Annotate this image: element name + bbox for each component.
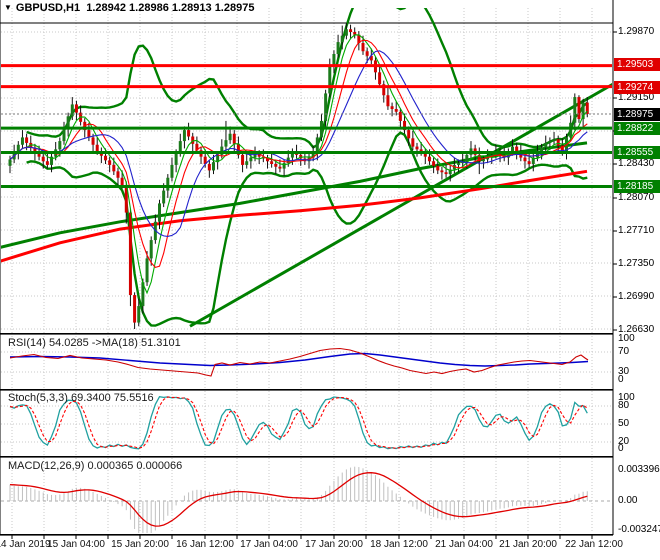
- time-axis-label: 21 Jan 04:00: [435, 539, 493, 550]
- macd-axis-tick: 0.00: [618, 495, 638, 506]
- resistance-price-label: 1.29503: [614, 57, 660, 71]
- price-axis-tick: 1.28070: [618, 192, 655, 203]
- stoch-indicator-label: Stoch(5,3,3) 69.3400 75.5516: [8, 392, 154, 404]
- time-axis-label: 17 Jan 20:00: [305, 539, 363, 550]
- rsi-axis-tick: 30: [618, 366, 630, 377]
- support-price-label: 1.28822: [614, 121, 660, 135]
- macd-axis-tick: -0.003247: [618, 524, 660, 535]
- stoch-layer: [9, 395, 588, 450]
- chart-title-bar: ▼ GBPUSD,H1 1.28942 1.28986 1.28913 1.289…: [4, 2, 254, 14]
- time-axis-label: 15 Jan 04:00: [47, 539, 105, 550]
- price-axis-tick: 1.29150: [618, 92, 655, 103]
- current-price-label: 1.28975: [614, 107, 660, 121]
- main-chart-layer: [1, 8, 612, 328]
- stoch-axis-tick: 0: [618, 443, 624, 454]
- resistance-price-label: 1.29274: [614, 80, 660, 94]
- symbol-dropdown-icon[interactable]: ▼: [4, 3, 12, 12]
- rsi-axis-tick: 70: [618, 346, 630, 357]
- stoch-axis-tick: 80: [618, 400, 630, 411]
- ohlc-values: 1.28942 1.28986 1.28913 1.28975: [86, 2, 255, 14]
- candlestick-layer: [8, 22, 589, 330]
- fast-ma-layer: [9, 34, 588, 295]
- stoch-axis-tick: 50: [618, 418, 630, 429]
- rsi-axis-tick: 100: [618, 333, 635, 344]
- macd-indicator-label: MACD(12,26,9) 0.000365 0.000066: [8, 460, 183, 472]
- time-axis-label: 17 Jan 04:00: [240, 539, 298, 550]
- macd-axis-tick: 0.003396: [618, 464, 660, 475]
- stoch-axis-tick: 20: [618, 436, 630, 447]
- time-axis-label: 21 Jan 20:00: [499, 539, 557, 550]
- price-axis-tick: 1.26990: [618, 291, 655, 302]
- time-axis-label: 18 Jan 12:00: [370, 539, 428, 550]
- rsi-axis-tick: 0: [618, 374, 624, 385]
- price-axis-tick: 1.28430: [618, 158, 655, 169]
- price-axis-tick: 1.26630: [618, 324, 655, 335]
- rsi-layer: [9, 347, 589, 377]
- time-axis-label: 22 Jan 12:00: [565, 539, 623, 550]
- support-price-label: 1.28185: [614, 179, 660, 193]
- support-price-label: 1.28555: [614, 145, 660, 159]
- symbol-period-label: GBPUSD,H1: [15, 2, 81, 14]
- price-axis-tick: 1.29870: [618, 26, 655, 37]
- level-lines-layer: [1, 64, 612, 188]
- macd-layer: [9, 466, 588, 533]
- rsi-indicator-label: RSI(14) 54.0285 ->MA(18) 51.3101: [8, 337, 181, 349]
- stoch-axis-tick: 100: [618, 392, 635, 403]
- time-axis-label: 16 Jan 12:00: [176, 539, 234, 550]
- price-axis-tick: 1.27350: [618, 258, 655, 269]
- time-axis-label: 14 Jan 2019: [0, 539, 51, 550]
- price-axis-tick: 1.27710: [618, 225, 655, 236]
- time-axis-label: 15 Jan 20:00: [111, 539, 169, 550]
- panel-frame-layer: [0, 0, 617, 539]
